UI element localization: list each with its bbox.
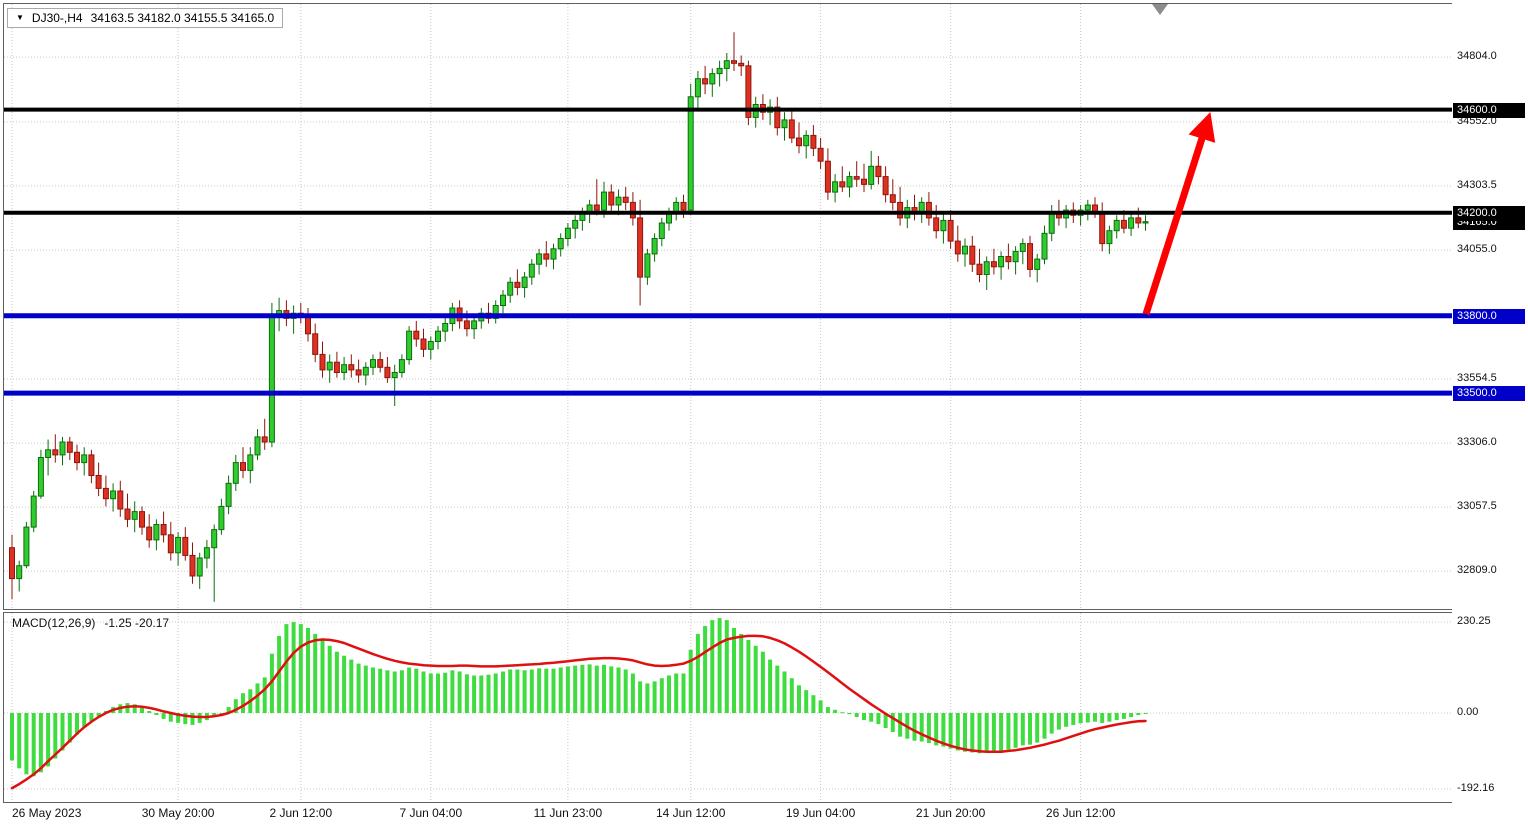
trend-arrow[interactable] bbox=[1142, 111, 1216, 316]
price-axis-label: 33306.0 bbox=[1457, 436, 1497, 449]
symbol-timeframe: DJ30-,H4 bbox=[31, 11, 83, 25]
price-chart-panel[interactable] bbox=[3, 3, 1453, 610]
one-click-trading-toggle-icon[interactable]: ▼ bbox=[16, 13, 24, 22]
macd-signal-line bbox=[10, 634, 1147, 790]
price-chart-canvas[interactable] bbox=[4, 4, 1452, 609]
macd-indicator-name: MACD(12,26,9) bbox=[12, 616, 96, 630]
price-axis-label: 34552.0 bbox=[1457, 115, 1497, 127]
price-line-tag-34200.0: 34200.0 bbox=[1453, 205, 1525, 221]
price-axis-label: 34055.0 bbox=[1457, 243, 1497, 256]
macd-indicator-panel[interactable]: MACD(12,26,9) -1.25 -20.17 bbox=[3, 612, 1453, 803]
time-axis-label: 2 Jun 12:00 bbox=[269, 806, 333, 820]
time-axis-label: 7 Jun 04:00 bbox=[399, 806, 463, 820]
macd-chart-canvas[interactable] bbox=[4, 613, 1452, 802]
price-line-tag-34600.0: 34600.0 bbox=[1453, 102, 1525, 118]
time-axis-label: 30 May 20:00 bbox=[141, 806, 215, 820]
macd-indicator-values: -1.25 -20.17 bbox=[104, 616, 170, 630]
time-axis[interactable]: 26 May 2023 30 May 20:00 2 Jun 12:00 7 Jun … bbox=[4, 803, 1452, 825]
time-axis-label: 11 Jun 23:00 bbox=[533, 806, 603, 820]
price-axis-label: 34804.0 bbox=[1457, 50, 1497, 63]
price-axis-label: 34303.5 bbox=[1457, 179, 1497, 191]
price-axis-label: 33057.5 bbox=[1457, 500, 1497, 513]
price-axis[interactable]: 34804.0 34552.0 34303.5 34055.0 33554.5 33306… bbox=[1452, 0, 1528, 825]
time-axis-label: 19 Jun 04:00 bbox=[785, 806, 856, 820]
ohlc-readout: 34163.5 34182.0 34155.5 34165.0 bbox=[90, 11, 275, 25]
price-axis-label: 33554.5 bbox=[1457, 372, 1497, 384]
time-axis-label: 26 May 2023 bbox=[12, 806, 82, 820]
symbol-info-bar: ▼ DJ30-,H4 34163.5 34182.0 34155.5 34165… bbox=[7, 8, 284, 28]
price-line-tag-33800.0: 33800.0 bbox=[1453, 308, 1525, 324]
time-axis-label: 14 Jun 12:00 bbox=[655, 806, 726, 820]
chart-shift-icon[interactable] bbox=[1152, 4, 1168, 15]
macd-axis-label: 0.00 bbox=[1457, 706, 1479, 718]
time-axis-label: 21 Jun 20:00 bbox=[915, 806, 986, 820]
time-axis-label: 26 Jun 12:00 bbox=[1045, 806, 1116, 820]
price-line-tag-33500.0: 33500.0 bbox=[1453, 386, 1525, 402]
macd-axis-label: -192.16 bbox=[1457, 782, 1495, 794]
macd-axis-label: 230.25 bbox=[1457, 615, 1491, 627]
macd-label: MACD(12,26,9) -1.25 -20.17 bbox=[12, 616, 169, 630]
macd-histogram bbox=[10, 618, 1148, 777]
price-axis-label: 32809.0 bbox=[1457, 564, 1497, 577]
